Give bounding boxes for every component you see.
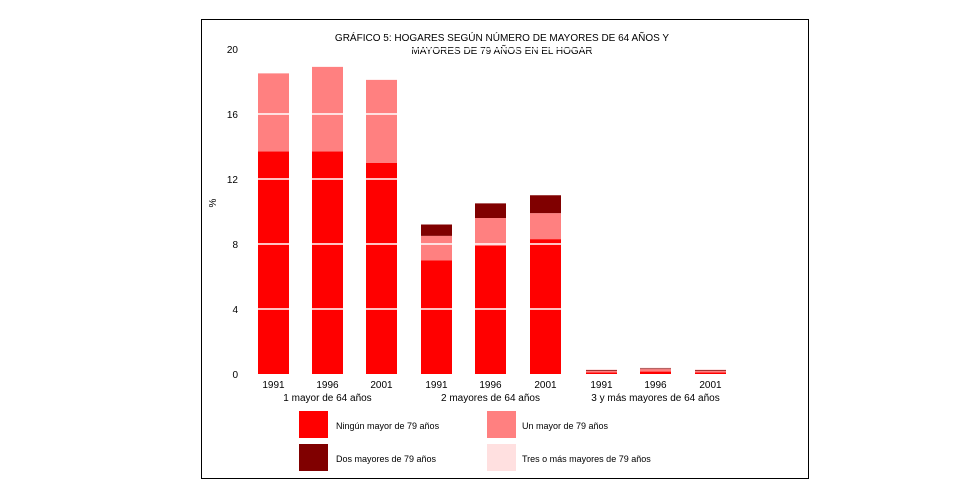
group-label-2: 2 mayores de 64 años — [441, 393, 540, 404]
bar-8-tres-o-m-s-mayores-de-79-a-os — [640, 367, 671, 369]
legend-label-tres-o-m-s-mayores-de-79-a-os: Tres o más mayores de 79 años — [522, 454, 651, 464]
x-tick-label-5: 1996 — [479, 380, 502, 391]
chart-title-line-1: GRÁFICO 5: HOGARES SEGÚN NÚMERO DE MAYOR… — [335, 31, 669, 44]
bar-9-tres-o-m-s-mayores-de-79-a-os — [695, 369, 726, 370]
bar-2-ning-n-mayor-de-79-a-os — [312, 151, 343, 374]
bar-7-un-mayor-de-79-a-os — [586, 370, 617, 373]
x-tick-label-9: 2001 — [699, 380, 722, 391]
bar-7-ning-n-mayor-de-79-a-os — [586, 372, 617, 374]
legend-label-ning-n-mayor-de-79-a-os: Ningún mayor de 79 años — [336, 421, 440, 431]
bar-5-dos-mayores-de-79-a-os — [475, 203, 506, 218]
bar-7-tres-o-m-s-mayores-de-79-a-os — [586, 369, 617, 370]
y-tick-label-4: 4 — [232, 305, 238, 316]
x-tick-label-7: 1991 — [590, 380, 613, 391]
bar-6-un-mayor-de-79-a-os — [530, 213, 561, 240]
x-tick-label-4: 1991 — [425, 380, 448, 391]
x-tick-label-2: 1996 — [316, 380, 339, 391]
legend-label-dos-mayores-de-79-a-os: Dos mayores de 79 años — [336, 454, 437, 464]
y-tick-label-0: 0 — [232, 370, 238, 381]
group-label-1: 1 mayor de 64 años — [283, 393, 371, 404]
bar-5-un-mayor-de-79-a-os — [475, 218, 506, 246]
legend-swatch-dos-mayores-de-79-a-os — [299, 444, 328, 471]
bar-8-un-mayor-de-79-a-os — [640, 369, 671, 372]
chart-title-line-2: MAYORES DE 79 AÑOS EN EL HOGAR — [411, 44, 592, 57]
group-label-3: 3 y más mayores de 64 años — [591, 393, 719, 404]
x-tick-label-8: 1996 — [644, 380, 667, 391]
chart-svg: GRÁFICO 5: HOGARES SEGÚN NÚMERO DE MAYOR… — [208, 31, 742, 471]
y-tick-label-8: 8 — [232, 240, 238, 251]
legend-label-un-mayor-de-79-a-os: Un mayor de 79 años — [522, 421, 609, 431]
bar-8-ning-n-mayor-de-79-a-os — [640, 371, 671, 374]
bar-2-un-mayor-de-79-a-os — [312, 66, 343, 152]
bar-1-ning-n-mayor-de-79-a-os — [258, 151, 289, 374]
bar-9-dos-mayores-de-79-a-os — [695, 369, 726, 371]
bar-4-dos-mayores-de-79-a-os — [421, 224, 452, 236]
y-tick-label-12: 12 — [227, 175, 239, 186]
legend-swatch-tres-o-m-s-mayores-de-79-a-os — [487, 444, 516, 471]
bar-3-ning-n-mayor-de-79-a-os — [366, 162, 397, 374]
bar-8-dos-mayores-de-79-a-os — [640, 368, 671, 370]
y-axis-label: % — [208, 198, 219, 207]
legend-swatch-ning-n-mayor-de-79-a-os — [299, 411, 328, 438]
y-tick-label-20: 20 — [227, 45, 239, 56]
chart-frame: GRÁFICO 5: HOGARES SEGÚN NÚMERO DE MAYOR… — [201, 19, 809, 479]
legend-swatch-un-mayor-de-79-a-os — [487, 411, 516, 438]
x-tick-label-6: 2001 — [534, 380, 557, 391]
bar-3-un-mayor-de-79-a-os — [366, 79, 397, 163]
bar-9-ning-n-mayor-de-79-a-os — [695, 372, 726, 374]
bar-4-ning-n-mayor-de-79-a-os — [421, 260, 452, 374]
bar-7-dos-mayores-de-79-a-os — [586, 369, 617, 371]
x-tick-label-1: 1991 — [262, 380, 285, 391]
bar-6-ning-n-mayor-de-79-a-os — [530, 239, 561, 374]
bar-5-ning-n-mayor-de-79-a-os — [475, 245, 506, 374]
bar-1-un-mayor-de-79-a-os — [258, 73, 289, 152]
bar-4-un-mayor-de-79-a-os — [421, 235, 452, 261]
y-tick-label-16: 16 — [227, 110, 239, 121]
bar-9-un-mayor-de-79-a-os — [695, 370, 726, 373]
x-tick-label-3: 2001 — [370, 380, 393, 391]
bar-6-dos-mayores-de-79-a-os — [530, 195, 561, 214]
